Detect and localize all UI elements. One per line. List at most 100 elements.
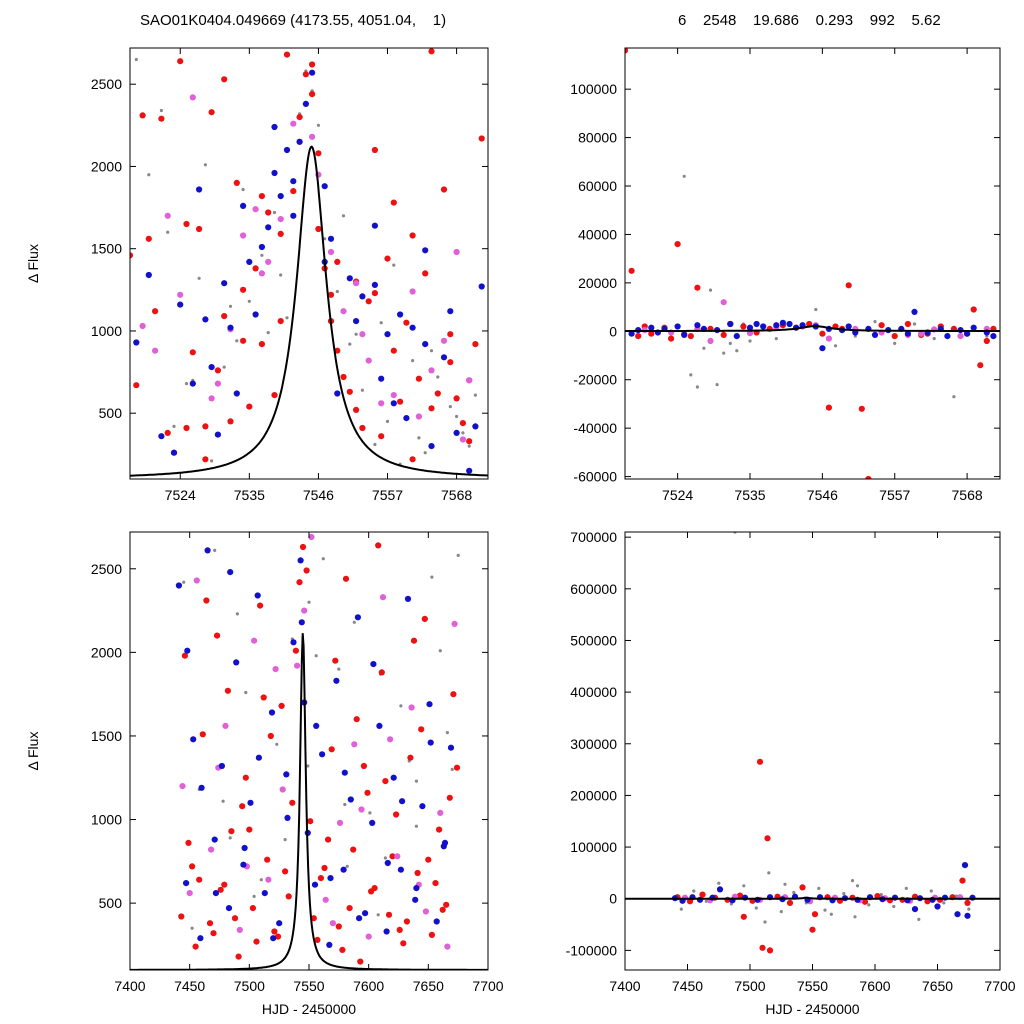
data-point-red [265,209,272,216]
y-tick-label: 500 [99,895,123,911]
data-point-red [246,403,253,410]
x-tick-label: 7557 [879,487,910,503]
data-point-gray [252,894,256,899]
data-point-magenta [309,133,316,140]
data-point-red [397,398,404,405]
data-point-blue [218,762,225,770]
data-point-red [439,906,446,913]
data-point-red [185,839,192,847]
data-point-blue [369,819,376,827]
data-point-gray [241,187,245,192]
data-point-gray [197,276,201,280]
data-point-red [443,901,450,908]
data-point-magenta [236,926,243,934]
data-point-blue [340,866,347,873]
x-tick-label: 7546 [303,487,334,503]
data-point-red [459,420,466,427]
data-point-magenta [422,908,429,915]
data-point-blue [716,886,724,893]
data-point-red [307,818,314,825]
data-point-red [328,746,335,753]
data-point-red [227,418,234,425]
data-point-magenta [453,248,460,256]
x-tick-label: 7400 [609,978,640,994]
data-point-gray [850,879,855,883]
data-point-red [202,423,209,430]
data-point-blue [934,903,941,910]
data-point-blue [240,861,247,868]
data-point-blue [478,283,485,290]
data-point-red [453,764,461,771]
data-point-blue [384,859,391,867]
data-point-gray [448,405,452,409]
data-point-gray [450,767,454,772]
data-point-blue [227,569,234,576]
data-point-blue [371,281,378,288]
data-point-blue [202,316,209,323]
data-point-blue [145,271,152,279]
y-tick-label: 1500 [91,728,122,744]
panel-top-left: 7524 7535 7546 7557 7568 500 1000 1500 2000 2500 Δ… [25,47,489,503]
data-point-gray [399,704,403,708]
data-point-red [786,899,794,907]
data-point-magenta [444,943,451,950]
data-point-blue [753,320,760,328]
data-point-blue [347,796,354,803]
plot-title-left: SAO01K0404.049669 (4173.55, 4051.04, 1) [140,12,447,29]
data-point-gray [307,600,311,604]
data-point-blue [628,330,635,337]
data-point-red [720,331,727,338]
data-point-blue [779,319,787,326]
data-point-red [625,48,629,54]
data-point-red [315,150,322,157]
y-tick-label: 0 [609,891,617,907]
data-point-gray [748,339,752,343]
data-point-blue [733,333,740,340]
data-point-blue [371,222,378,229]
data-point-blue [276,920,283,927]
data-point-blue [412,896,419,903]
data-point-red [403,319,410,326]
x-tick-label: 7650 [922,978,953,994]
data-point-gray [314,654,318,658]
data-point-red [199,731,206,738]
data-point-red [359,424,366,432]
plot-frame [129,47,489,480]
data-point-red [203,597,210,604]
data-point-red [246,826,253,833]
data-point-blue [376,722,383,730]
data-point-red [371,290,378,297]
x-tick-label: 7500 [734,978,765,994]
data-point-red [296,579,303,586]
data-point-blue [241,844,248,852]
data-point-magenta [437,809,444,817]
data-point-blue [760,323,767,330]
data-point-blue [390,774,397,781]
x-tick-label: 7550 [293,978,324,994]
data-point-red [861,898,869,905]
y-tick-label: 2000 [91,158,122,174]
data-point-blue [212,890,219,897]
data-point-gray [893,341,897,345]
data-point-blue [170,449,178,456]
data-point-gray [892,904,896,909]
data-point-blue [964,330,971,337]
data-point-red [177,58,184,65]
data-point-magenta [387,736,394,743]
y-tick-label: -60000 [573,469,617,485]
data-point-blue [362,910,369,917]
data-point-gray [867,903,871,907]
data-point-magenta [240,232,247,239]
data-point-magenta [186,890,193,897]
data-point-red [964,899,971,907]
data-point-magenta [394,853,401,860]
data-point-red [924,898,931,905]
data-point-blue [397,311,404,318]
data-point-gray [275,742,279,746]
data-point-gray [817,886,821,891]
data-point-gray [221,799,225,803]
data-point-gray [823,908,827,912]
data-point-red [825,404,833,411]
data-point-blue [177,301,184,308]
